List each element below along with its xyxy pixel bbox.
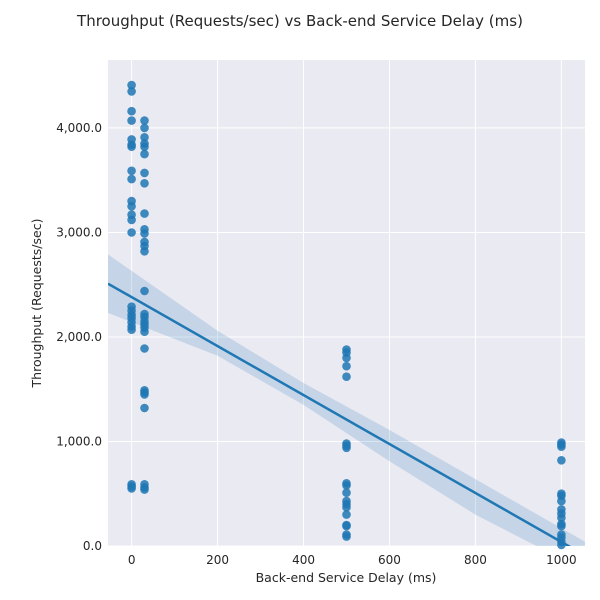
x-tick-label: 400 <box>292 553 315 567</box>
data-point <box>127 106 136 116</box>
data-point <box>342 521 351 531</box>
x-tick-label: 1000 <box>546 553 577 567</box>
x-tick-label: 200 <box>206 553 229 567</box>
x-tick-label: 0 <box>128 553 136 567</box>
data-point <box>140 229 149 238</box>
data-point <box>140 247 149 256</box>
data-point <box>140 327 149 337</box>
data-point <box>140 168 149 178</box>
data-point <box>140 286 149 296</box>
data-point <box>140 179 149 188</box>
chart-title: Throughput (Requests/sec) vs Back-end Se… <box>76 12 523 30</box>
data-point <box>127 87 136 96</box>
data-point <box>140 485 149 494</box>
data-point <box>127 228 136 237</box>
y-axis-label: Throughput (Requests/sec) <box>29 219 44 389</box>
y-tick-label: 0.0 <box>83 539 102 553</box>
data-point <box>557 442 566 452</box>
confidence-band <box>108 254 585 546</box>
data-point <box>140 149 149 159</box>
data-point <box>140 133 149 142</box>
data-point <box>557 496 566 506</box>
confidence-band-area <box>108 254 585 546</box>
data-point <box>342 510 351 519</box>
y-tick-label: 1,000.0 <box>56 434 102 448</box>
data-point <box>127 215 136 225</box>
data-point <box>557 456 566 465</box>
y-tick-label: 4,000.0 <box>56 121 102 135</box>
data-point <box>140 403 149 413</box>
data-point <box>342 372 351 382</box>
data-point <box>140 142 149 151</box>
data-point <box>127 116 136 125</box>
data-point <box>342 503 351 512</box>
x-axis-label: Back-end Service Delay (ms) <box>256 570 437 585</box>
plot-area <box>108 60 585 546</box>
data-points <box>127 80 566 550</box>
data-point <box>342 481 351 490</box>
x-tick-label: 600 <box>378 553 401 567</box>
data-point <box>342 361 351 371</box>
data-point <box>127 80 136 90</box>
grid-lines <box>108 60 585 547</box>
data-point <box>127 325 136 335</box>
data-point <box>140 116 149 125</box>
data-point <box>127 484 136 493</box>
data-point <box>140 390 149 399</box>
y-axis-ticks: 0.0 1,000.0 2,000.0 3,000.0 4,000.0 <box>56 121 102 553</box>
data-point <box>127 166 136 176</box>
data-point <box>342 532 351 541</box>
data-point <box>140 344 149 353</box>
x-tick-label: 800 <box>464 553 487 567</box>
data-point <box>127 174 136 184</box>
data-point <box>342 353 351 363</box>
data-point <box>140 209 149 218</box>
data-point <box>557 521 566 531</box>
data-point <box>557 513 566 523</box>
data-point <box>127 202 136 211</box>
regression-line <box>108 282 572 546</box>
data-point <box>140 123 149 133</box>
data-point <box>342 443 351 453</box>
regression-line-group <box>108 282 572 546</box>
data-point <box>342 488 351 498</box>
y-tick-label: 2,000.0 <box>56 330 102 344</box>
y-tick-label: 3,000.0 <box>56 225 102 239</box>
data-point <box>127 142 136 151</box>
x-axis-ticks: 0 200 400 600 800 1000 <box>128 553 577 567</box>
